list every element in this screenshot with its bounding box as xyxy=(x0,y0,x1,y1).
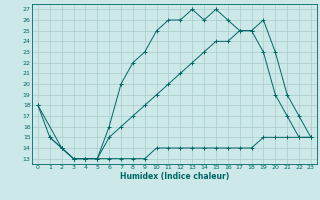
X-axis label: Humidex (Indice chaleur): Humidex (Indice chaleur) xyxy=(120,172,229,181)
